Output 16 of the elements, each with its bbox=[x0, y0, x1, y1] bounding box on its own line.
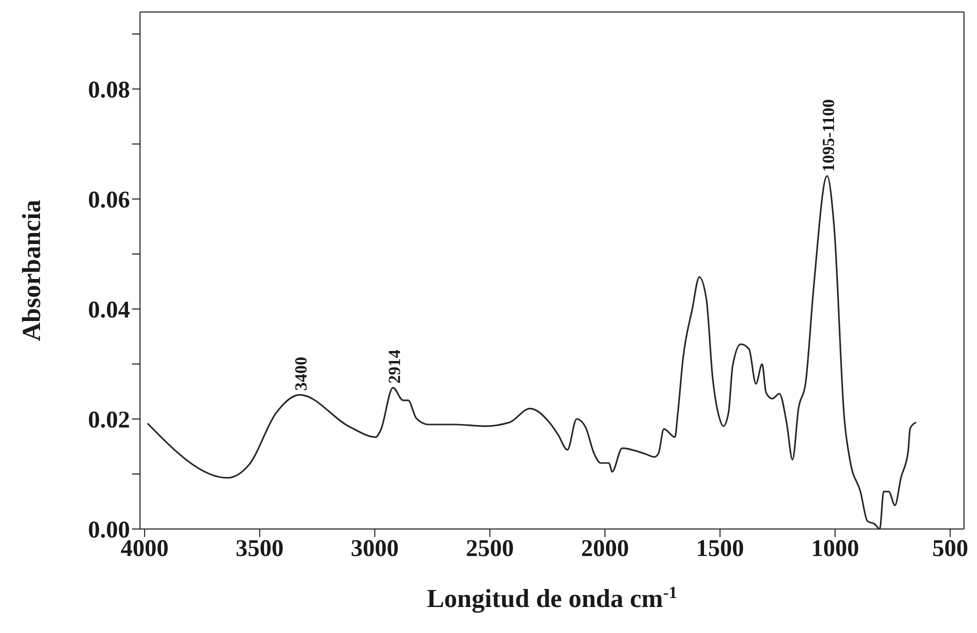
y-tick-label: 0.06 bbox=[88, 188, 130, 214]
y-tick-label: 0.04 bbox=[88, 298, 130, 324]
x-tick-label: 2000 bbox=[580, 536, 629, 562]
annotation: 2914 bbox=[384, 349, 404, 384]
y-axis-title: Absorbancia bbox=[17, 200, 46, 342]
x-tick-label: 1500 bbox=[696, 536, 744, 562]
y-tick-label: 0.08 bbox=[88, 78, 130, 104]
annotation: 3400 bbox=[292, 356, 311, 391]
x-tick-label: 3000 bbox=[350, 536, 399, 562]
x-axis-title: Longitud de onda cm$^{-1}$ bbox=[426, 582, 678, 613]
x-tick-label: 1000 bbox=[811, 536, 860, 562]
x-tick-label: 500 bbox=[932, 536, 968, 562]
annotation: 1095-1100 bbox=[819, 99, 838, 172]
x-tick-label: 2500 bbox=[466, 536, 514, 562]
y-tick-label: 0.02 bbox=[88, 408, 130, 434]
x-tick-label: 3500 bbox=[236, 536, 284, 562]
